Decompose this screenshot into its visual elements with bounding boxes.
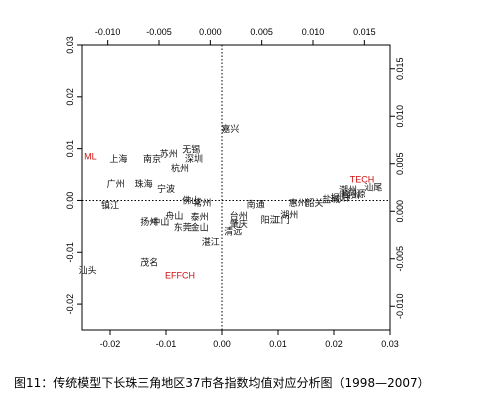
- city-label: 清远: [224, 226, 242, 238]
- city-label: 台州: [230, 210, 248, 222]
- index-labels: ML TECH EFFCH: [84, 151, 374, 280]
- top-tick-label: -0.010: [95, 27, 121, 37]
- correspondence-scatter-plot: -0.02 -0.01 0.00 0.01 0.02 0.03 -0.02 -0.01 0.0…: [65, 27, 405, 349]
- city-label: 南通: [247, 199, 265, 211]
- city-label: 苏州: [160, 148, 178, 160]
- top-tick-label: 0.015: [353, 27, 376, 37]
- city-label: 江门: [272, 214, 290, 226]
- city-label: 泰州: [191, 211, 209, 223]
- city-label: 梅州: [342, 189, 360, 201]
- city-label: 汕头: [79, 265, 97, 276]
- right-tick-label: 0.015: [395, 57, 405, 80]
- city-label: 珠海: [135, 178, 153, 190]
- city-label: 常州: [193, 197, 211, 209]
- city-label: 宁波: [157, 183, 175, 195]
- city-label: 潮州: [339, 184, 357, 196]
- city-label: 嘉兴: [221, 123, 239, 135]
- city-label: 深圳: [185, 154, 203, 165]
- bottom-tick-label: 0.03: [381, 339, 399, 349]
- right-tick-label: 0.010: [395, 105, 405, 128]
- city-label: 肇庆: [230, 218, 248, 230]
- city-label: 金山: [191, 221, 209, 233]
- top-tick-label: -0.005: [146, 27, 172, 37]
- city-label: 杭州: [171, 162, 189, 174]
- city-label: 无锡: [182, 145, 200, 156]
- city-label: 中山: [151, 216, 169, 228]
- city-label: 舟山: [165, 210, 183, 222]
- index-label: ML: [84, 151, 97, 161]
- right-tick-label: 0.005: [395, 152, 405, 175]
- city-label: 河源: [347, 188, 365, 200]
- city-label: 上海: [109, 153, 127, 165]
- bottom-tick-label: 0.00: [213, 339, 231, 349]
- right-tick-label: -0.010: [395, 293, 405, 319]
- plot-frame: [81, 44, 391, 331]
- left-y-axis: -0.02 -0.01 0.00 0.01 0.02 0.03: [65, 36, 82, 314]
- bottom-tick-label: -0.01: [156, 339, 177, 349]
- bottom-x-axis: -0.02 -0.01 0.00 0.01 0.02 0.03: [100, 330, 399, 349]
- index-label: EFFCH: [165, 271, 195, 281]
- left-tick-label: 0.02: [65, 88, 75, 106]
- top-x-axis: -0.010 -0.005 0.000 0.005 0.010 0.015: [95, 27, 376, 45]
- right-tick-label: 0.000: [395, 200, 405, 223]
- city-label: 湛江: [202, 237, 220, 248]
- city-label: 南京: [143, 153, 161, 165]
- left-tick-label: 0.01: [65, 140, 75, 158]
- reference-lines: [82, 45, 390, 330]
- city-label: 汕尾: [364, 183, 382, 194]
- city-label: 佛山: [182, 194, 200, 206]
- city-label: 茂名: [140, 257, 158, 269]
- city-label: 阳江: [261, 215, 279, 226]
- left-tick-label: 0.00: [65, 192, 75, 210]
- top-tick-label: 0.010: [302, 27, 325, 37]
- city-label: 镇江: [101, 200, 119, 212]
- bottom-tick-label: 0.01: [269, 339, 287, 349]
- index-label: TECH: [350, 175, 375, 185]
- left-tick-label: 0.03: [65, 36, 75, 54]
- top-tick-label: 0.005: [250, 27, 273, 37]
- figure-caption: 图11：传统模型下长珠三角地区37市各指数均值对应分析图（1998—2007）: [14, 376, 430, 390]
- right-tick-label: -0.005: [395, 246, 405, 272]
- city-label: 盐城: [322, 193, 340, 205]
- top-tick-label: 0.000: [199, 27, 222, 37]
- left-tick-label: -0.01: [65, 242, 75, 263]
- city-label: 广州: [107, 178, 125, 190]
- city-label: 扬州: [140, 216, 158, 228]
- city-label: 东莞: [174, 221, 192, 233]
- left-tick-label: -0.02: [65, 294, 75, 315]
- right-y-axis: -0.010 -0.005 0.000 0.005 0.010 0.015: [390, 57, 405, 319]
- city-label: 惠州: [289, 197, 307, 209]
- city-label: 揭阳: [331, 192, 349, 204]
- bottom-tick-label: -0.02: [100, 339, 121, 349]
- city-label: 韶关: [305, 197, 323, 209]
- city-label: 湖州: [280, 210, 298, 221]
- bottom-tick-label: 0.02: [325, 339, 343, 349]
